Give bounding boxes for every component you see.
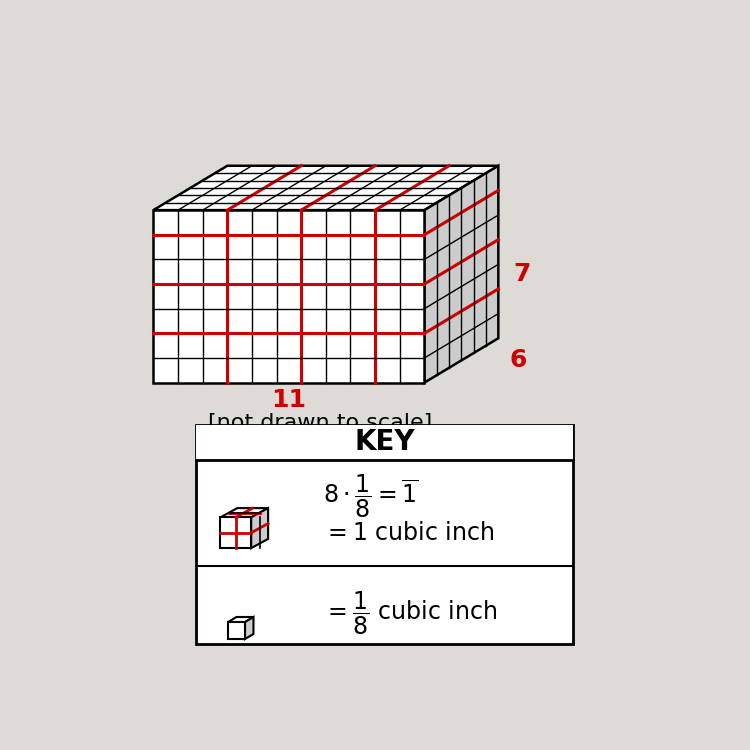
Polygon shape	[228, 617, 254, 622]
Polygon shape	[251, 508, 268, 548]
Text: $8 \cdot \dfrac{1}{8} = \overline{1}$: $8 \cdot \dfrac{1}{8} = \overline{1}$	[322, 472, 419, 520]
Text: KEY: KEY	[354, 428, 415, 456]
Text: 6: 6	[510, 349, 527, 373]
Bar	[196, 425, 573, 460]
Text: [not drawn to scale]: [not drawn to scale]	[208, 413, 432, 433]
Polygon shape	[245, 617, 254, 639]
Polygon shape	[424, 166, 498, 382]
Text: $= 1\ \mathrm{cubic\ inch}$: $= 1\ \mathrm{cubic\ inch}$	[322, 520, 494, 544]
Polygon shape	[220, 518, 251, 548]
Bar	[196, 425, 573, 644]
Text: 11: 11	[272, 388, 307, 412]
Polygon shape	[220, 508, 268, 518]
Polygon shape	[153, 210, 424, 382]
Text: $= \dfrac{1}{8}\ \mathrm{cubic\ inch}$: $= \dfrac{1}{8}\ \mathrm{cubic\ inch}$	[322, 590, 497, 638]
Polygon shape	[228, 622, 245, 639]
Text: 7: 7	[514, 262, 531, 286]
Polygon shape	[153, 166, 498, 210]
